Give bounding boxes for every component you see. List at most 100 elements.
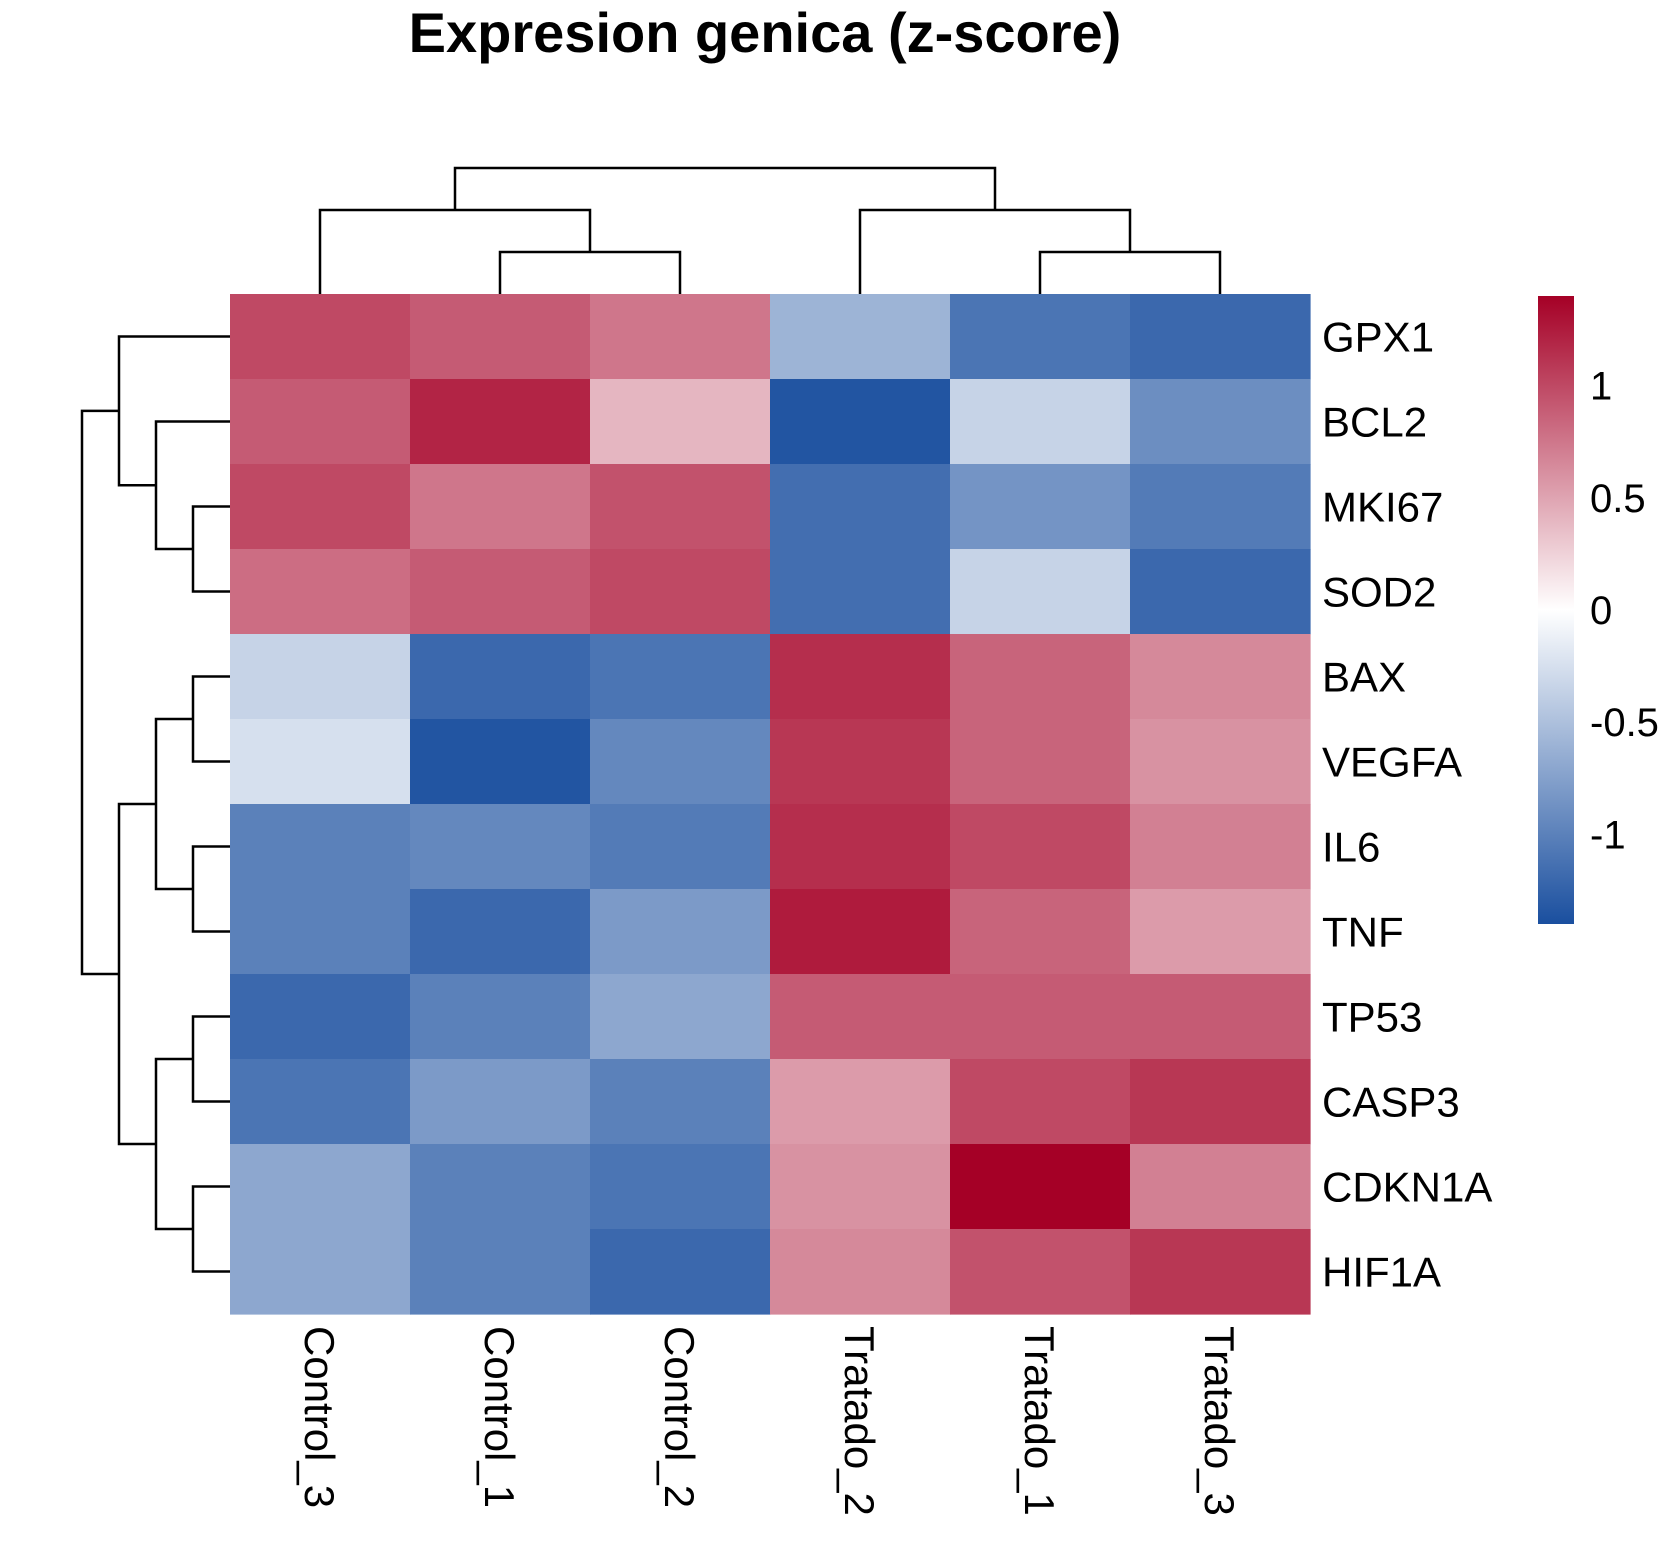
heatmap-cell <box>230 1144 411 1230</box>
column-label: Control_1 <box>476 1326 523 1508</box>
dendrogram-branch <box>191 845 230 933</box>
heatmap-cell <box>410 1144 591 1230</box>
heatmap-cell <box>230 1059 411 1145</box>
column-dendrogram <box>318 166 1222 294</box>
heatmap-cell <box>590 634 771 720</box>
heatmap-cell <box>770 549 951 635</box>
chart-title: Expresion genica (z-score) <box>409 1 1122 64</box>
dendrogram-branch <box>154 1057 193 1231</box>
heatmap-cell <box>770 1059 951 1145</box>
heatmap-cell <box>950 719 1131 805</box>
dendrogram-branch <box>191 1015 230 1103</box>
heatmap-cell <box>1130 549 1311 635</box>
heatmap-cell <box>950 1229 1131 1315</box>
heatmap-cell <box>770 889 951 975</box>
heatmap-cell <box>410 634 591 720</box>
legend-tick-label: 0 <box>1590 589 1612 633</box>
row-label: CASP3 <box>1322 1079 1460 1126</box>
heatmap-cell <box>230 974 411 1060</box>
heatmap-cell <box>590 1059 771 1145</box>
heatmap-cell <box>410 804 591 890</box>
heatmap-cell <box>770 974 951 1060</box>
heatmap-cell <box>590 889 771 975</box>
heatmap-cell <box>590 1229 771 1315</box>
legend-tick-label: 1 <box>1590 365 1612 409</box>
heatmap-cell <box>770 634 951 720</box>
column-label: Control_2 <box>656 1326 703 1508</box>
heatmap-cell <box>410 889 591 975</box>
heatmap-cell <box>410 379 591 465</box>
heatmap-cell <box>770 379 951 465</box>
heatmap-cell <box>770 1229 951 1315</box>
heatmap-cell <box>230 719 411 805</box>
column-label: Tratado_2 <box>836 1326 883 1516</box>
heatmap-cells <box>230 294 1311 1315</box>
row-label: BAX <box>1322 654 1406 701</box>
heatmap-cell <box>950 1144 1131 1230</box>
heatmap-cell <box>950 294 1131 380</box>
column-labels: Control_3 Control_1 Control_2 Tratado_2 Trat… <box>296 1326 1243 1516</box>
heatmap-cell <box>410 294 591 380</box>
heatmap-cell <box>770 1144 951 1230</box>
heatmap-cell <box>950 889 1131 975</box>
heatmap-cell <box>230 379 411 465</box>
heatmap-cell <box>950 974 1131 1060</box>
row-label: CDKN1A <box>1322 1164 1492 1211</box>
row-label: HIF1A <box>1322 1249 1441 1296</box>
heatmap-cell <box>410 1229 591 1315</box>
row-label: SOD2 <box>1322 569 1436 616</box>
dendrogram-branch <box>1038 250 1222 294</box>
heatmap-cell <box>590 804 771 890</box>
column-label: Tratado_1 <box>1016 1326 1063 1516</box>
row-label: TP53 <box>1322 994 1422 1041</box>
heatmap-cell <box>1130 804 1311 890</box>
heatmap-cell <box>1130 719 1311 805</box>
heatmap-cell <box>590 719 771 805</box>
heatmap-cell <box>950 634 1131 720</box>
dendrogram-branch <box>453 166 997 210</box>
dendrogram-branch <box>191 675 230 763</box>
dendrogram-branch <box>80 409 119 976</box>
heatmap-cell <box>590 549 771 635</box>
column-label: Control_3 <box>296 1326 343 1508</box>
row-label: IL6 <box>1322 824 1380 871</box>
heatmap-cell <box>590 294 771 380</box>
row-label: VEGFA <box>1322 739 1462 786</box>
heatmap-cell <box>230 294 411 380</box>
heatmap-cell <box>950 804 1131 890</box>
heatmap-cell <box>950 549 1131 635</box>
row-dendrogram <box>80 335 230 1273</box>
heatmap-cell <box>230 549 411 635</box>
row-label: BCL2 <box>1322 399 1427 446</box>
heatmap-cell <box>590 1144 771 1230</box>
heatmap-cell <box>230 889 411 975</box>
legend-tick-label: 0.5 <box>1590 477 1646 521</box>
row-label: GPX1 <box>1322 314 1434 361</box>
heatmap-cell <box>410 464 591 550</box>
heatmap-cell <box>770 464 951 550</box>
heatmap-cell <box>1130 1059 1311 1145</box>
color-legend: 1 0.5 0 -0.5 -1 <box>1538 296 1659 924</box>
heatmap-cell <box>230 804 411 890</box>
color-legend-bar <box>1538 296 1574 924</box>
heatmap-cell <box>590 464 771 550</box>
heatmap-cell <box>770 719 951 805</box>
heatmap-cell <box>1130 1144 1311 1230</box>
dendrogram-branch <box>154 717 193 891</box>
heatmap-cell <box>410 974 591 1060</box>
heatmap-cell <box>1130 464 1311 550</box>
heatmap-cell <box>1130 974 1311 1060</box>
heatmap-cell <box>770 804 951 890</box>
heatmap-cell <box>1130 634 1311 720</box>
heatmap-cell <box>230 634 411 720</box>
dendrogram-branch <box>117 802 156 1146</box>
heatmap-cell <box>410 549 591 635</box>
legend-tick-label: -1 <box>1590 813 1626 857</box>
heatmap-cell <box>1130 379 1311 465</box>
heatmap-cell <box>230 1229 411 1315</box>
heatmap-cell <box>950 1059 1131 1145</box>
row-label: MKI67 <box>1322 484 1443 531</box>
heatmap-cell <box>410 719 591 805</box>
row-labels: GPX1 BCL2 MKI67 SOD2 BAX VEGFA IL6 TNF TP53 CASP3… <box>1322 314 1492 1296</box>
